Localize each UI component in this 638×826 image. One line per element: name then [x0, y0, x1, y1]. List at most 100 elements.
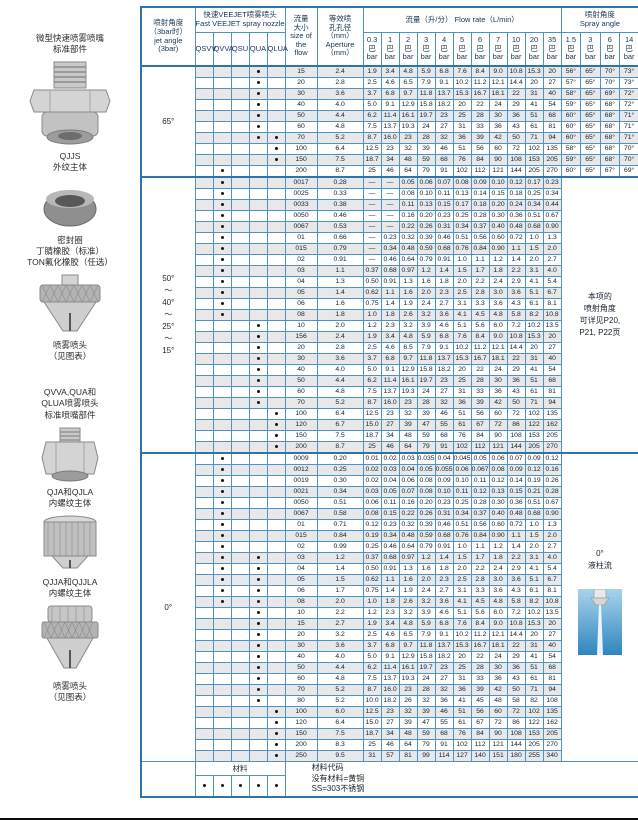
- spray-angle-cell: 56°: [560, 65, 582, 78]
- type-dot-cell: [230, 154, 250, 166]
- spray-angle-cell: 65°: [580, 132, 601, 144]
- flow-rate-cell: 14.4: [506, 342, 526, 354]
- type-dot-cell: [230, 739, 250, 751]
- flow-rate-cell: 2.5: [452, 574, 472, 586]
- type-dot-cell: [212, 353, 232, 365]
- flow-rate-cell: 30: [488, 110, 508, 122]
- flow-size-cell: 120: [284, 717, 318, 729]
- flow-rate-cell: 31: [452, 386, 472, 398]
- type-dot-cell: [212, 585, 232, 597]
- type-dot-cell: [212, 77, 232, 89]
- flow-size-cell: 100: [284, 408, 318, 420]
- type-dot-cell: [266, 486, 286, 498]
- flow-rate-cell: 23: [398, 132, 418, 144]
- type-dot-cell: [194, 353, 214, 365]
- type-dot-cell: [248, 276, 268, 288]
- flow-rate-cell: 23: [398, 684, 418, 696]
- flow-rate-cell: 0.11: [434, 188, 454, 200]
- type-dot-cell: [248, 739, 268, 751]
- type-dot-cell: [248, 132, 268, 144]
- aperture-cell: 8.7: [316, 165, 364, 178]
- flow-rate-cell: 27: [434, 121, 454, 133]
- flow-rate-cell: 0.68: [434, 243, 454, 255]
- type-dot-cell: [212, 464, 232, 476]
- flow-rate-cell: 19.7: [416, 375, 436, 387]
- flow-rate-cell: 6.1: [524, 585, 544, 597]
- flow-rate-cell: 3.6: [506, 287, 526, 299]
- flow-size-cell: 150: [284, 728, 318, 740]
- flow-rate-cell: 10.0: [362, 695, 382, 707]
- flow-rate-cell: 46: [434, 143, 454, 155]
- aperture-cell: 6.4: [316, 143, 364, 155]
- type-dot-cell: [248, 441, 268, 454]
- flow-rate-cell: 0.16: [398, 210, 418, 222]
- flow-rate-cell: 68: [434, 728, 454, 740]
- flow-rate-cell: 0.25: [452, 210, 472, 222]
- flow-rate-cell: 1.0: [524, 232, 544, 244]
- type-dot-cell: [248, 210, 268, 222]
- availability-dot: [220, 268, 224, 272]
- spray-tip-image: [39, 274, 101, 332]
- pressure-header: 4 巴 bar: [434, 32, 454, 67]
- flow-rate-cell: 24: [416, 673, 436, 685]
- type-dot-cell: [194, 618, 214, 630]
- flow-rate-cell: 91: [434, 441, 454, 454]
- type-dot-cell: [266, 750, 286, 762]
- flow-rate-cell: 34: [380, 430, 400, 442]
- flow-rate-cell: 140: [470, 750, 490, 762]
- flow-rate-cell: 31: [524, 640, 544, 652]
- flow-rate-cell: 0.10: [434, 486, 454, 498]
- flow-rate-cell: 6.8: [434, 618, 454, 630]
- availability-dot: [220, 533, 224, 537]
- flow-rate-cell: 0.20: [488, 199, 508, 211]
- flow-rate-cell: 0.50: [362, 563, 382, 575]
- type-dot-cell: [194, 364, 214, 376]
- type-dot-cell: [212, 199, 232, 211]
- flow-rate-cell: 6.8: [380, 88, 400, 100]
- type-dot-cell: [212, 430, 232, 442]
- flow-rate-cell: 43: [506, 121, 526, 133]
- flow-rate-cell: —: [362, 243, 382, 255]
- flow-rate-cell: 0.51: [452, 232, 472, 244]
- flow-rate-cell: 4.1: [452, 596, 472, 608]
- spray-angle-cell: 65°: [580, 110, 601, 122]
- flow-rate-cell: 23: [434, 662, 454, 674]
- spray-angle-cell: 60°: [560, 132, 582, 144]
- type-dot-cell: [230, 596, 250, 608]
- flow-rate-cell: 0.37: [362, 552, 382, 564]
- availability-dot: [220, 522, 224, 526]
- flow-rate-cell: 24: [488, 99, 508, 111]
- flow-size-cell: 03: [284, 265, 318, 277]
- flow-rate-cell: 16.0: [380, 684, 400, 696]
- flow-size-cell: 05: [284, 574, 318, 586]
- spray-angle-cell: 71°: [619, 121, 638, 133]
- flow-rate-cell: 9.7: [398, 88, 418, 100]
- flow-rate-cell: 1.0: [362, 309, 382, 321]
- flow-rate-cell: —: [380, 188, 400, 200]
- flow-rate-cell: 15.8: [416, 99, 436, 111]
- flow-rate-cell: 25: [452, 110, 472, 122]
- flow-rate-cell: 5.1: [452, 607, 472, 619]
- type-dot-cell: [230, 486, 250, 498]
- type-dot-cell: [194, 331, 214, 343]
- flow-rate-cell: 9.0: [488, 65, 508, 78]
- type-dot-cell: [212, 331, 232, 343]
- spray-angle-note-text: 本项的 喷射角度 可详见P20, P21, P22页: [579, 292, 621, 337]
- flow-rate-cell: 8.1: [542, 298, 562, 310]
- flow-rate-cell: 0.23: [434, 210, 454, 222]
- flow-rate-cell: 18.2: [380, 695, 400, 707]
- availability-dot: [220, 555, 224, 559]
- flow-rate-cell: 0.20: [416, 497, 436, 509]
- flow-rate-cell: 19.7: [416, 110, 436, 122]
- flow-rate-cell: 7.5: [362, 386, 382, 398]
- flow-rate-cell: 5.0: [362, 364, 382, 376]
- type-dot-cell: [194, 585, 214, 597]
- table-row: 0033 0.38— —0.11 0.13 0.15 0.17 0.18 0.20 0.24 0.…: [141, 199, 638, 211]
- flow-rate-cell: 28: [416, 132, 436, 144]
- availability-dot: [274, 709, 278, 713]
- flow-rate-cell: 36: [452, 132, 472, 144]
- type-dot-cell: [230, 176, 250, 189]
- flow-rate-cell: 48: [398, 154, 418, 166]
- type-dot-cell: [266, 673, 286, 685]
- flow-rate-cell: 0.37: [362, 265, 382, 277]
